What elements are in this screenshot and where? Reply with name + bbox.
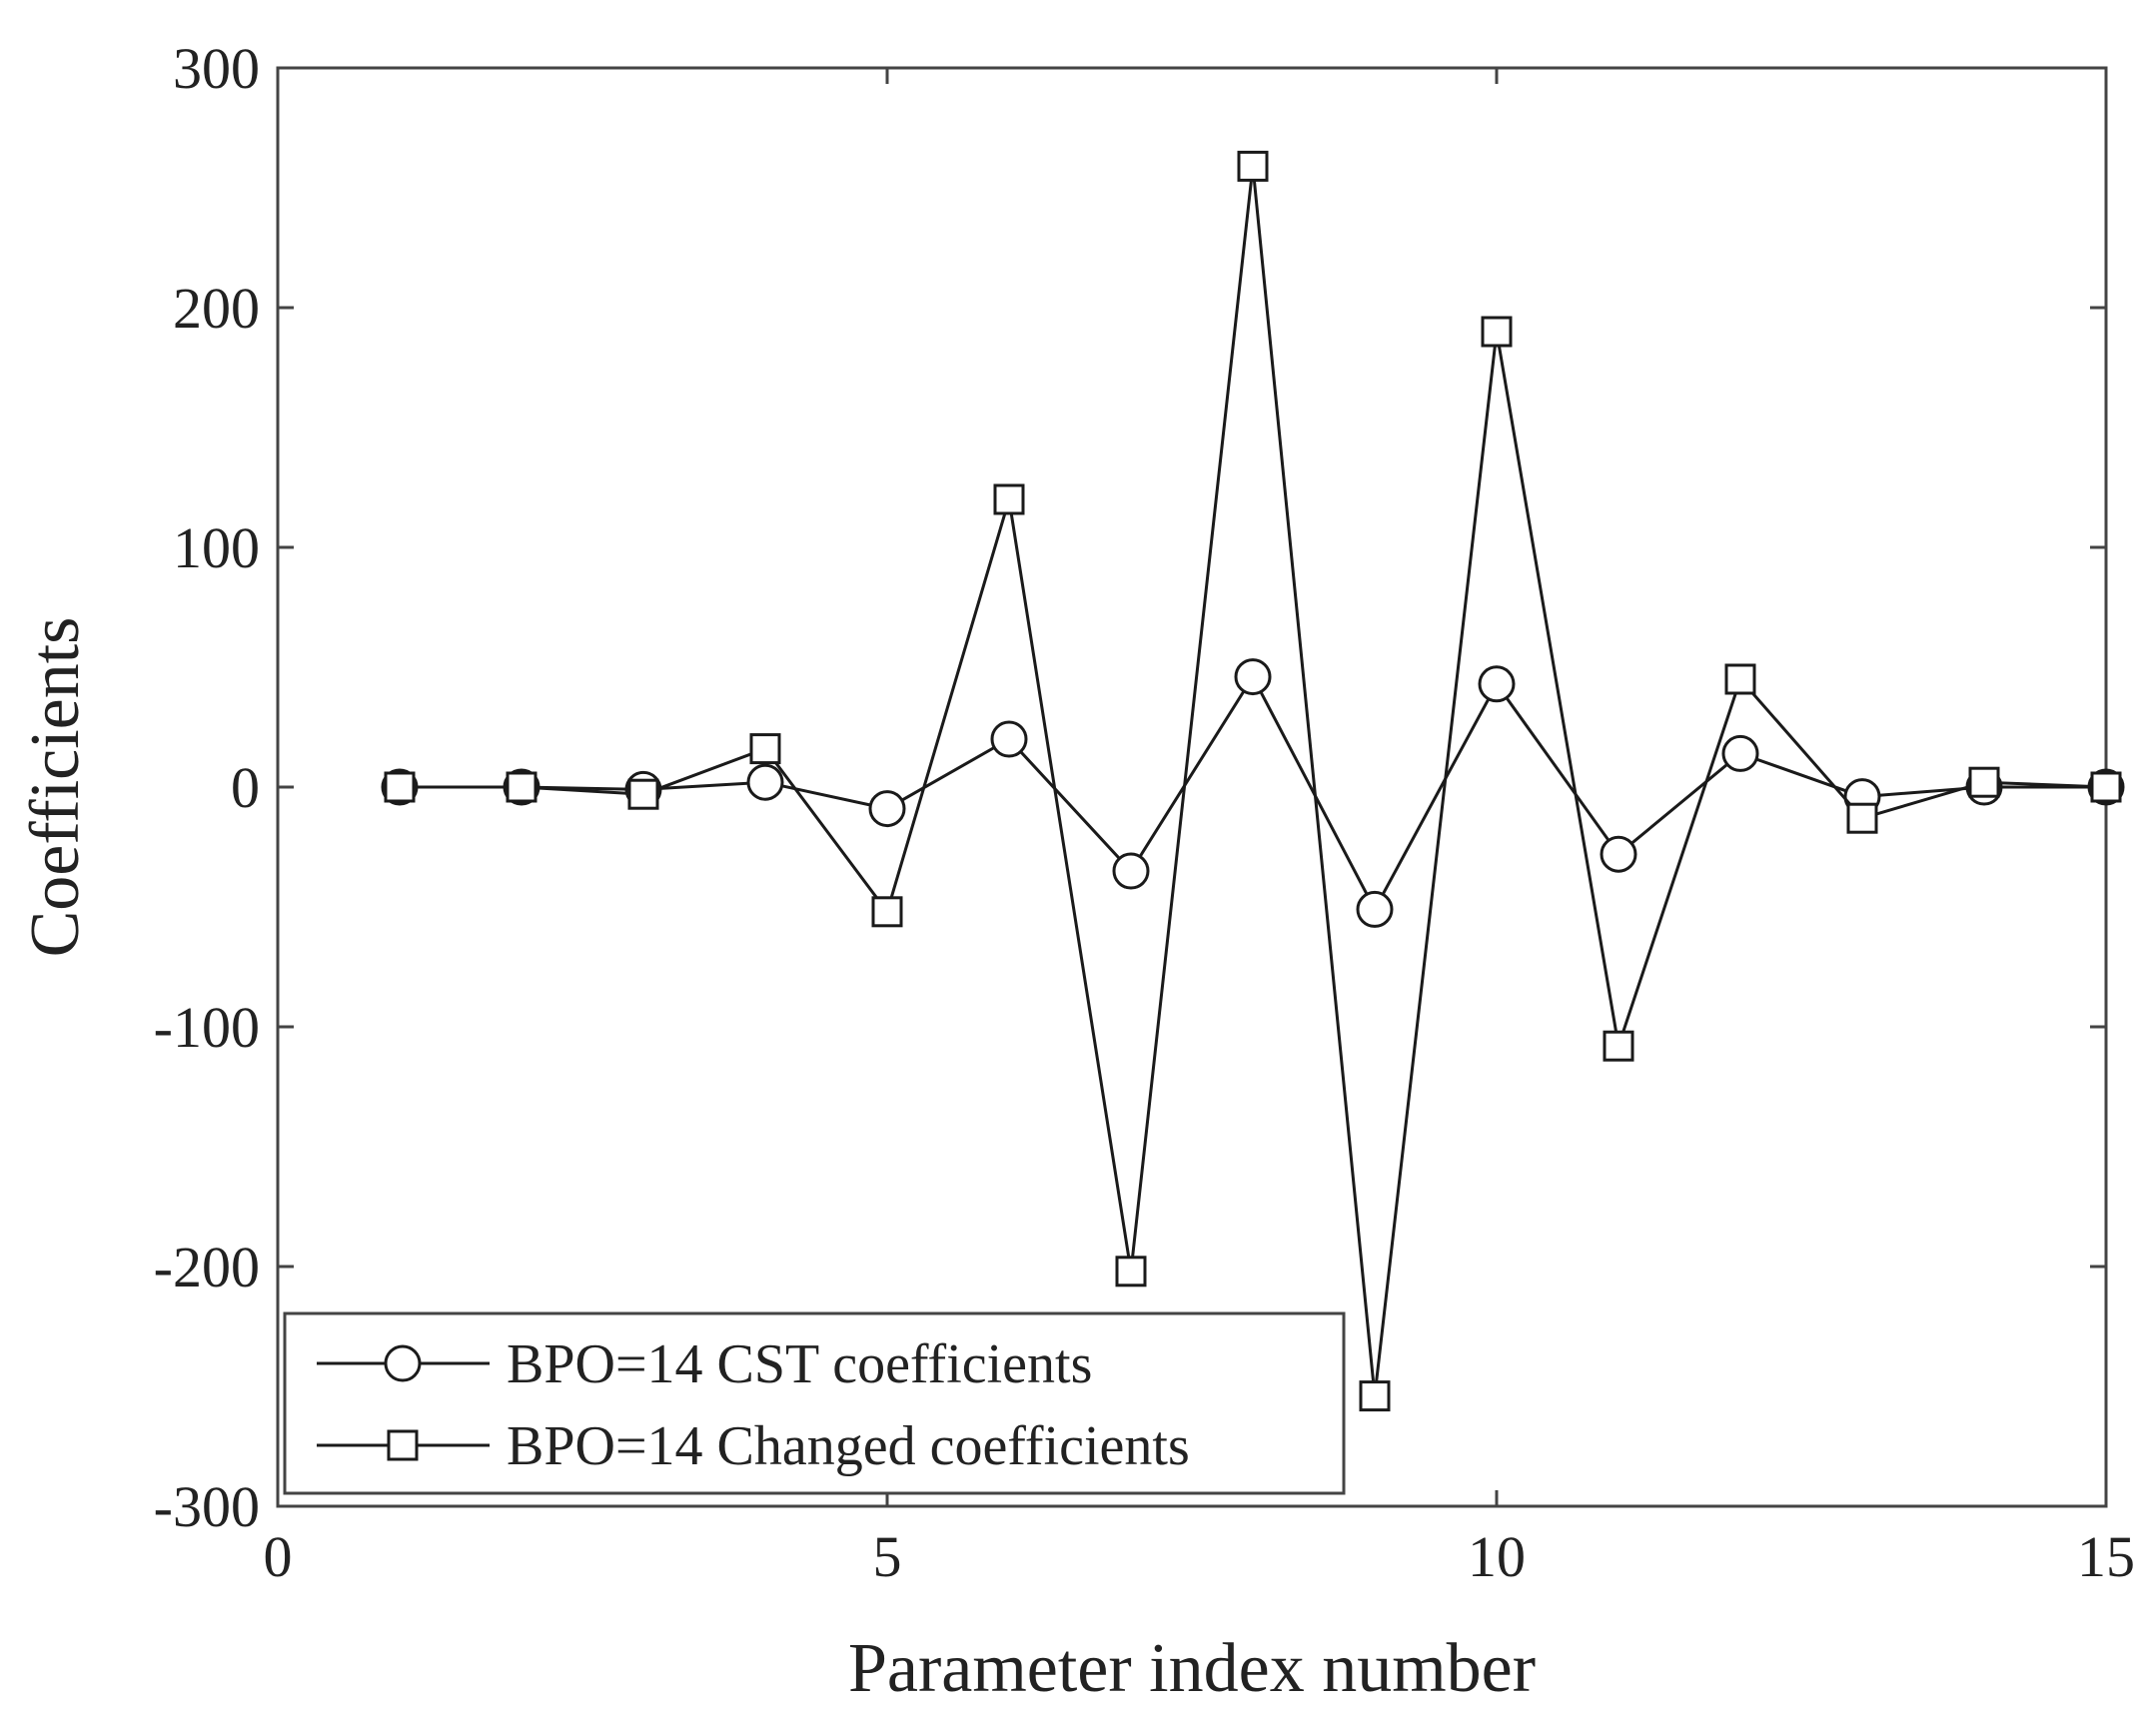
square-marker [1237,150,1269,182]
y-tick-label: -100 [154,995,260,1060]
legend-label: BPO=14 CST coefficients [507,1333,1092,1395]
circle-marker [1721,734,1759,772]
legend-box [283,1311,1346,1495]
legend-circle-marker [384,1344,422,1382]
circle-marker [1234,658,1272,696]
legend: BPO=14 CST coefficients BPO=14 Changed co… [283,1311,1346,1495]
circle-marker [1112,852,1150,890]
y-tick-label: 300 [173,36,260,101]
legend-label: BPO=14 Changed coefficients [507,1415,1190,1477]
square-marker [1115,1256,1147,1288]
legend-square-marker [387,1429,419,1461]
y-tick-label: 100 [173,515,260,580]
circle-marker [1356,890,1394,928]
series-layer [381,150,2125,1412]
circle-marker [746,763,784,801]
x-tick-label: 0 [264,1524,293,1589]
square-marker [871,896,903,928]
square-marker [627,778,659,810]
square-marker [1481,316,1513,348]
y-tick-label: 200 [173,276,260,341]
square-marker [384,771,416,803]
square-marker [993,483,1025,515]
y-tick-label: -300 [154,1474,260,1539]
circle-marker [1478,665,1516,703]
square-marker [749,733,781,765]
x-tick-label: 15 [2077,1524,2135,1589]
x-tick-label: 5 [873,1524,902,1589]
axis-ticks: 0 5 10 15 300 200 100 0 -100 -200 -300 [154,36,2135,1589]
square-marker [2090,771,2122,803]
y-axis-title: Coefficients [17,617,94,958]
y-tick-label: 0 [231,755,260,820]
x-axis-title: Parameter index number [848,1630,1536,1707]
square-marker [1359,1380,1391,1412]
square-marker [1603,1030,1634,1062]
square-marker [1968,766,2000,798]
square-marker [1724,663,1756,695]
square-marker [506,771,538,803]
x-tick-label: 10 [1468,1524,1526,1589]
circle-marker [1600,835,1637,873]
series-2 [384,150,2122,1412]
square-marker [1846,802,1878,834]
circle-marker [990,720,1028,758]
circle-marker [868,790,906,828]
y-tick-label: -200 [154,1235,260,1299]
